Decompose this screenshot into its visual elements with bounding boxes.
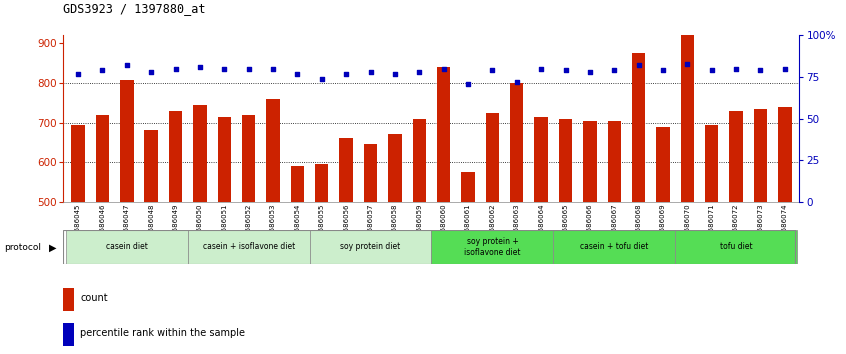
Bar xyxy=(145,131,158,202)
Point xyxy=(510,79,524,85)
Bar xyxy=(607,121,621,202)
Bar xyxy=(66,230,188,264)
Text: casein diet: casein diet xyxy=(106,242,148,251)
Text: casein + tofu diet: casein + tofu diet xyxy=(580,242,648,251)
Text: protocol: protocol xyxy=(4,243,41,252)
Text: soy protein +
isoflavone diet: soy protein + isoflavone diet xyxy=(464,237,520,257)
Point xyxy=(486,68,499,73)
Text: tofu diet: tofu diet xyxy=(720,242,752,251)
Bar xyxy=(388,135,402,202)
Point xyxy=(437,66,450,72)
Point xyxy=(729,66,743,72)
Bar xyxy=(583,121,596,202)
Bar xyxy=(96,115,109,202)
Bar xyxy=(510,83,524,202)
Point xyxy=(169,66,183,72)
Bar xyxy=(431,230,553,264)
Bar xyxy=(71,125,85,202)
Point xyxy=(120,63,134,68)
Bar xyxy=(437,67,450,202)
Point xyxy=(607,68,621,73)
Bar xyxy=(339,138,353,202)
Bar xyxy=(291,166,304,202)
Bar xyxy=(193,105,206,202)
Bar xyxy=(364,144,377,202)
Text: soy protein diet: soy protein diet xyxy=(340,242,401,251)
Bar xyxy=(120,80,134,202)
Point xyxy=(96,68,109,73)
Point xyxy=(705,68,718,73)
Point xyxy=(388,71,402,76)
Point xyxy=(583,69,596,75)
Bar xyxy=(461,172,475,202)
Point xyxy=(291,71,305,76)
Bar xyxy=(778,108,792,202)
Point xyxy=(145,69,158,75)
Bar xyxy=(188,230,310,264)
Point xyxy=(266,66,280,72)
Bar xyxy=(217,116,231,202)
Bar xyxy=(486,113,499,202)
Point xyxy=(339,71,353,76)
Point xyxy=(558,68,572,73)
Bar xyxy=(63,323,74,346)
Bar xyxy=(754,109,767,202)
Text: ▶: ▶ xyxy=(49,243,57,253)
Bar xyxy=(681,19,694,202)
Point xyxy=(315,76,328,81)
Bar xyxy=(169,111,182,202)
Bar xyxy=(63,288,74,311)
Bar xyxy=(729,111,743,202)
Point xyxy=(656,68,670,73)
Bar xyxy=(656,126,670,202)
Point xyxy=(461,81,475,86)
Bar xyxy=(535,116,548,202)
Point xyxy=(242,66,255,72)
Point xyxy=(413,69,426,75)
Point xyxy=(364,69,377,75)
Bar xyxy=(310,230,431,264)
Text: GDS3923 / 1397880_at: GDS3923 / 1397880_at xyxy=(63,2,206,15)
Bar xyxy=(553,230,675,264)
Text: casein + isoflavone diet: casein + isoflavone diet xyxy=(202,242,294,251)
Bar xyxy=(559,119,572,202)
Bar xyxy=(242,115,255,202)
Point xyxy=(632,63,645,68)
Bar xyxy=(266,99,280,202)
Point xyxy=(71,71,85,76)
Bar xyxy=(632,53,645,202)
Point xyxy=(217,66,231,72)
Bar xyxy=(413,119,426,202)
Point xyxy=(754,68,767,73)
Text: percentile rank within the sample: percentile rank within the sample xyxy=(80,328,245,338)
Bar xyxy=(705,125,718,202)
Point xyxy=(680,61,694,67)
Point xyxy=(535,66,548,72)
Point xyxy=(778,66,792,72)
Text: count: count xyxy=(80,293,108,303)
Point xyxy=(193,64,206,70)
Bar xyxy=(675,230,797,264)
Bar xyxy=(315,164,328,202)
